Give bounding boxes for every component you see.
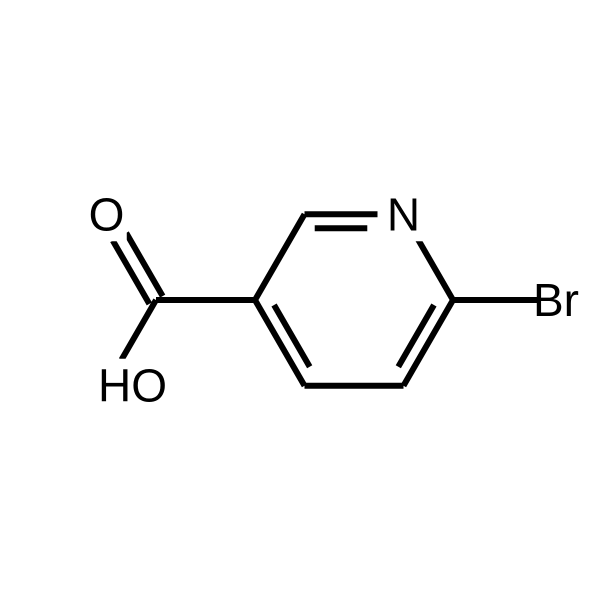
bonds-group xyxy=(113,214,538,385)
atom-label-O2: HO xyxy=(98,360,167,412)
bond-C7-O1-a xyxy=(126,233,163,296)
atom-label-N: N xyxy=(387,188,420,240)
atom-label-O1: O xyxy=(89,188,125,240)
bond-C7-O1-b xyxy=(113,241,150,304)
bond-C6-C1-inner xyxy=(398,305,434,367)
bond-C3-C4 xyxy=(255,214,305,300)
bond-C7-O2 xyxy=(121,300,156,360)
molecule-diagram: N Br O HO xyxy=(0,0,600,600)
atom-label-Br: Br xyxy=(533,274,579,326)
bond-C1-N xyxy=(416,237,453,300)
bond-C4-C5-inner xyxy=(274,305,310,367)
